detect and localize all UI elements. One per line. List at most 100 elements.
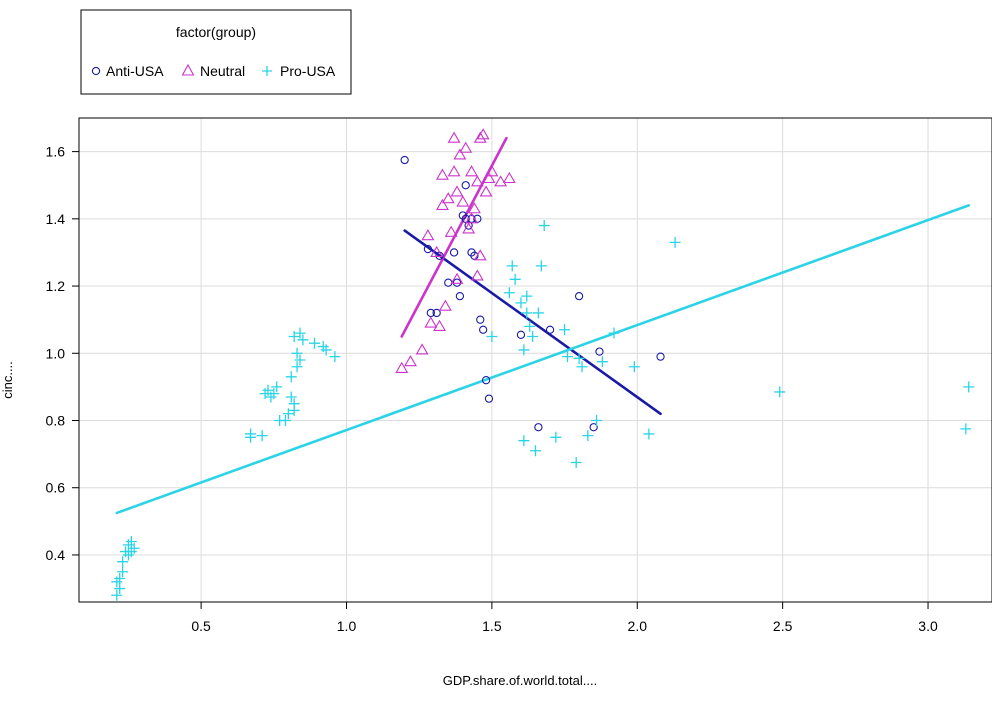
data-point xyxy=(516,330,526,339)
data-point xyxy=(117,556,129,568)
y-axis: 0.4 0.6 0.8 1.0 1.2 1.4 1.6 xyxy=(46,144,79,563)
data-point xyxy=(485,165,499,177)
data-point xyxy=(438,299,452,311)
data-point xyxy=(400,155,409,165)
data-point xyxy=(395,361,409,373)
legend-marker-pro-usa xyxy=(262,66,272,76)
data-point xyxy=(125,536,137,547)
data-point xyxy=(268,388,280,400)
data-point xyxy=(595,347,604,356)
data-point xyxy=(271,381,283,393)
y-tick-label: 1.2 xyxy=(46,278,66,294)
data-point xyxy=(256,430,268,442)
data-point xyxy=(527,330,539,342)
data-point xyxy=(117,566,129,578)
data-point xyxy=(288,404,300,416)
data-point xyxy=(476,128,490,140)
data-point xyxy=(574,291,584,301)
legend-marker-neutral xyxy=(181,63,195,76)
data-point xyxy=(608,327,620,339)
data-point xyxy=(282,408,294,420)
data-point xyxy=(470,175,484,187)
data-point xyxy=(309,337,321,349)
data-point xyxy=(423,244,433,254)
data-point xyxy=(245,431,257,443)
y-tick-label: 1.6 xyxy=(46,144,66,160)
legend-label-pro-usa: Pro-USA xyxy=(280,63,336,79)
data-point xyxy=(502,171,516,184)
data-point xyxy=(433,319,447,331)
data-point xyxy=(963,381,975,393)
x-tick-label: 1.0 xyxy=(337,618,357,634)
data-point xyxy=(518,344,530,356)
data-point xyxy=(424,316,438,328)
data-point xyxy=(279,415,291,426)
data-point xyxy=(576,361,588,373)
data-point xyxy=(285,371,297,383)
data-point xyxy=(774,386,786,398)
data-point xyxy=(111,589,123,601)
data-point xyxy=(291,361,303,373)
y-tick-label: 0.6 xyxy=(46,480,66,496)
data-points xyxy=(111,128,975,601)
data-point xyxy=(530,445,541,457)
data-point xyxy=(479,185,493,197)
data-point xyxy=(470,269,484,281)
fit-line-anti-usa xyxy=(403,229,662,416)
data-point xyxy=(521,290,533,302)
data-point xyxy=(545,325,555,334)
data-point xyxy=(294,354,306,366)
data-point xyxy=(465,165,478,177)
legend-title: factor(group) xyxy=(176,24,256,40)
data-point xyxy=(462,222,476,234)
data-point xyxy=(329,351,341,363)
fit-lines xyxy=(115,136,971,515)
data-point xyxy=(449,248,459,257)
data-point xyxy=(447,131,461,143)
series-pro-usa xyxy=(111,220,975,601)
y-tick-label: 0.8 xyxy=(46,413,66,429)
data-point xyxy=(561,351,573,363)
data-point xyxy=(515,297,527,309)
data-point xyxy=(550,431,562,443)
plot-area xyxy=(78,117,992,603)
data-point xyxy=(656,352,665,361)
x-tick-label: 2.5 xyxy=(773,618,793,634)
x-axis: 0.5 1.0 1.5 2.0 2.5 3.0 xyxy=(191,602,938,634)
fit-line-pro-usa xyxy=(115,204,971,515)
data-point xyxy=(476,315,485,324)
data-point xyxy=(432,308,441,318)
plot-frame xyxy=(78,117,992,603)
data-point xyxy=(494,175,508,187)
data-point xyxy=(506,260,518,272)
legend-entry-anti-usa: Anti-USA xyxy=(91,63,164,79)
data-point xyxy=(288,330,300,342)
y-tick-label: 1.4 xyxy=(46,211,66,227)
data-point xyxy=(294,327,306,339)
data-point xyxy=(582,430,594,442)
legend-label-anti-usa: Anti-USA xyxy=(106,63,164,79)
data-point xyxy=(532,307,544,319)
data-point xyxy=(534,423,543,432)
data-point xyxy=(404,355,417,367)
series-neutral xyxy=(395,128,516,373)
data-point xyxy=(509,273,521,285)
data-point xyxy=(535,260,547,272)
data-point xyxy=(459,141,473,153)
data-point xyxy=(285,391,297,403)
data-point xyxy=(450,272,464,284)
data-point xyxy=(415,343,429,355)
data-point xyxy=(589,423,598,432)
legend-entry-pro-usa: Pro-USA xyxy=(262,63,336,79)
data-point xyxy=(444,225,458,237)
data-point xyxy=(467,202,481,214)
data-point xyxy=(521,307,533,319)
data-point xyxy=(524,320,536,332)
data-point xyxy=(518,435,530,447)
data-point xyxy=(538,220,550,232)
data-point xyxy=(421,229,435,241)
legend: factor(group) Anti-USA Neutral Pro-USA xyxy=(80,9,352,95)
data-point xyxy=(320,344,332,356)
data-point xyxy=(452,278,462,287)
